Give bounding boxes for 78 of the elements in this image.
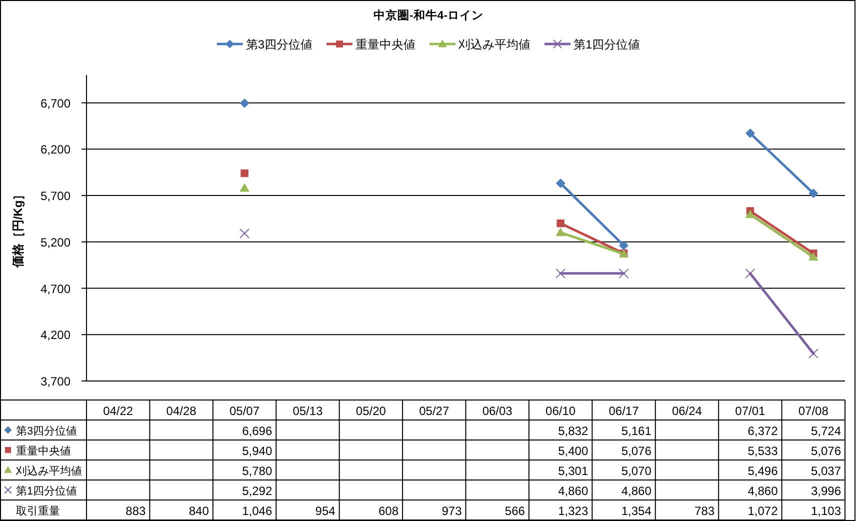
point [808,252,818,261]
x-tick-label: 04/28 [166,404,197,418]
data-label: 5,780 [242,464,272,478]
data-label: 5,076 [810,444,842,458]
x-tick-label: 05/07 [230,404,260,418]
text: 1,072 [748,504,778,518]
data-label: 3,996 [810,484,842,498]
text: 刈込み平均値 [16,466,82,478]
text: 重量中央値 [16,446,71,458]
y-tick-label: 6,700 [40,96,71,110]
data-label: 5,292 [242,484,272,498]
point [556,228,566,236]
data-label: 5,037 [810,464,842,478]
data-label: 6,372 [748,424,778,438]
y-tick-label: 5,700 [40,189,71,204]
point [556,178,566,188]
text: 第1四分位値 [16,486,78,498]
x-tick-label: 05/27 [419,404,450,418]
point [745,210,755,218]
text: 840 [188,504,210,518]
legend-label: 刈込み平均値 [458,38,530,52]
y-axis-title: 価格［円/Kg］ [11,188,25,269]
data-label: 4,860 [748,484,778,498]
data-label: 4,860 [558,484,588,498]
y-tick-label: 4,700 [40,282,71,296]
x-tick-label: 06/10 [546,404,576,418]
data-label: 5,940 [242,444,272,458]
y-tick-label: 4,200 [40,328,71,342]
x-tick-label: 07/01 [735,404,766,418]
chart-title: 中京圏-和牛4-ロイン [373,8,484,22]
text: 566 [504,504,526,518]
data-label: 4,860 [621,484,652,498]
point [240,228,250,238]
text: 883 [126,504,146,518]
legend-label: 第1四分位値 [574,38,640,52]
point [808,348,818,359]
data-label: 5,301 [558,464,588,478]
data-label: 5,161 [621,424,652,438]
point [745,128,755,138]
point [240,183,250,192]
x-tick-label: 04/22 [103,404,134,418]
legend-label: 第3四分位値 [246,38,312,52]
text: 954 [315,504,336,518]
point [556,220,564,228]
text: 第3四分位値 [16,426,78,438]
data-label: 5,496 [748,464,778,478]
legend-label: 重量中央値 [356,38,416,52]
data-label: 5,076 [621,444,652,458]
x-tick-label: 06/24 [672,404,702,418]
point [808,188,818,198]
y-tick-label: 3,700 [40,374,71,388]
point [556,268,566,278]
text: 取引重量 [16,504,60,518]
y-tick-label: 6,200 [40,142,71,157]
text: 1,354 [621,504,652,518]
y-tick-label: 5,200 [40,235,71,250]
text: 608 [378,504,399,518]
point [745,268,756,278]
x-tick-label: 05/13 [292,404,324,418]
text: 1,046 [242,504,272,518]
point [618,268,629,278]
x-tick-label: 07/08 [798,404,829,418]
data-label: 5,400 [558,444,588,458]
data-label: 6,696 [242,424,272,438]
data-label: 5,724 [810,424,842,438]
text: 783 [694,504,715,518]
text: 973 [442,504,462,518]
point [240,169,248,178]
point [619,240,629,250]
x-tick-label: 06/17 [608,404,640,418]
text: 1,103 [810,504,842,518]
point [240,98,250,108]
x-tick-label: 05/20 [356,404,386,418]
data-label: 5,832 [558,424,588,438]
text: 1,323 [558,504,588,518]
data-label: 5,533 [748,444,778,458]
data-label: 5,070 [621,464,652,478]
x-tick-label: 06/03 [482,404,513,418]
